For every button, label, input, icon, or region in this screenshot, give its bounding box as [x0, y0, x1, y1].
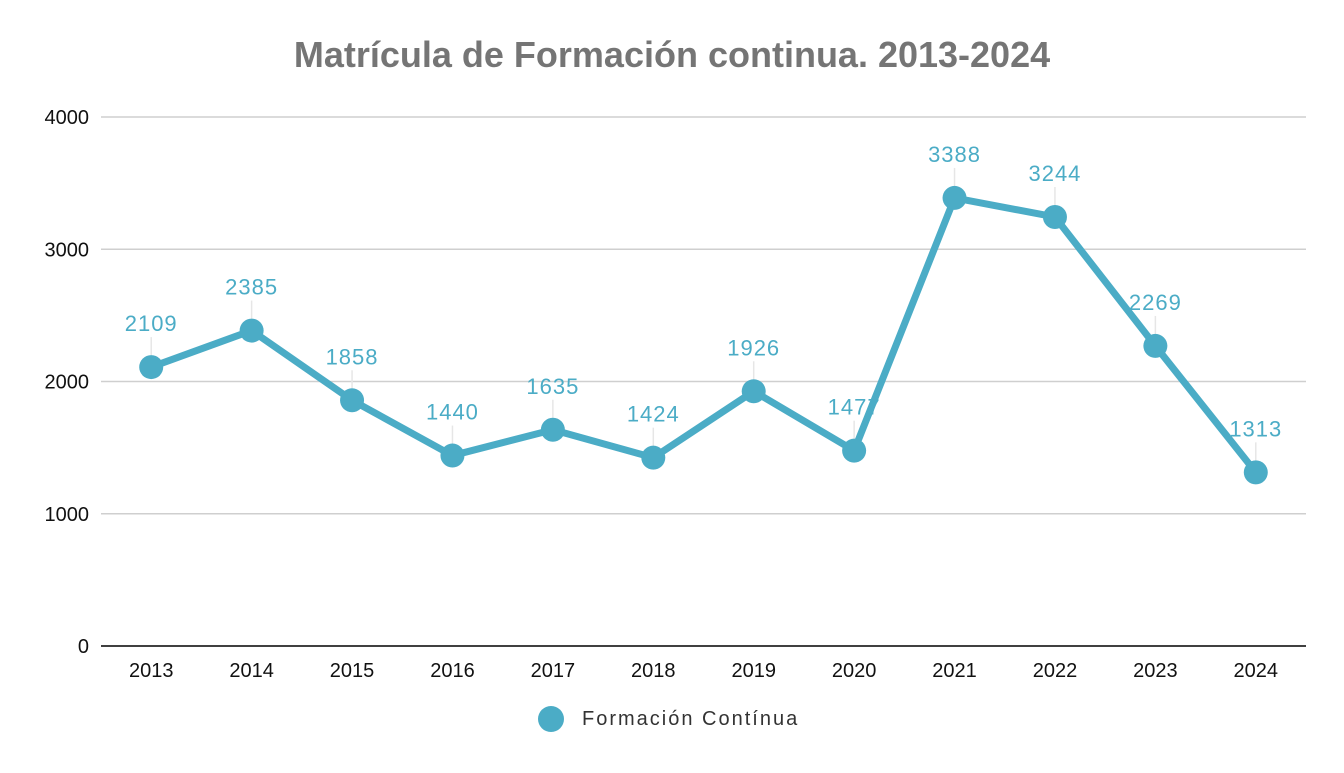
- data-label: 1477: [828, 395, 881, 420]
- data-point: [942, 185, 967, 210]
- data-point: [1243, 460, 1268, 485]
- legend: Formación Contínua: [538, 706, 799, 732]
- x-tick-label: 2020: [832, 660, 877, 682]
- y-tick-label: 3000: [45, 239, 90, 261]
- data-label: 1313: [1229, 416, 1282, 441]
- x-tick-label: 2018: [631, 660, 676, 682]
- x-tick-label: 2023: [1133, 660, 1178, 682]
- data-point: [1042, 204, 1067, 229]
- legend-label: Formación Contínua: [582, 707, 800, 730]
- data-label: 2385: [225, 275, 278, 300]
- data-point: [340, 388, 365, 413]
- data-label: 1424: [627, 402, 680, 427]
- data-label: 1858: [326, 344, 379, 369]
- data-label: 2109: [125, 311, 178, 336]
- data-label: 3388: [928, 142, 981, 167]
- y-tick-label: 1000: [45, 504, 90, 526]
- x-tick-label: 2013: [129, 660, 174, 682]
- x-tick-label: 2014: [229, 660, 274, 682]
- x-tick-label: 2017: [531, 660, 576, 682]
- data-label: 3244: [1028, 161, 1081, 186]
- y-tick-label: 4000: [45, 107, 90, 129]
- x-tick-label: 2019: [731, 660, 776, 682]
- x-tick-label: 2016: [430, 660, 475, 682]
- data-point: [440, 443, 465, 468]
- x-tick-label: 2024: [1234, 660, 1279, 682]
- data-label: 2269: [1129, 290, 1182, 315]
- data-label: 1440: [426, 400, 479, 425]
- data-point: [741, 379, 766, 404]
- data-point: [641, 445, 666, 470]
- data-point: [239, 318, 264, 343]
- y-tick-label: 2000: [45, 372, 90, 394]
- data-point: [1143, 333, 1168, 358]
- legend-marker-icon: [538, 706, 564, 732]
- x-tick-label: 2015: [330, 660, 375, 682]
- x-tick-label: 2021: [932, 660, 977, 682]
- chart-title: Matrícula de Formación continua. 2013-20…: [293, 34, 1051, 75]
- data-point: [842, 438, 867, 463]
- y-tick-label: 0: [78, 636, 89, 658]
- data-point: [540, 417, 565, 442]
- data-label: 1635: [526, 374, 579, 399]
- x-tick-label: 2022: [1033, 660, 1078, 682]
- series-line: [147, 194, 1260, 476]
- data-point: [139, 355, 164, 380]
- data-label: 1926: [727, 335, 780, 360]
